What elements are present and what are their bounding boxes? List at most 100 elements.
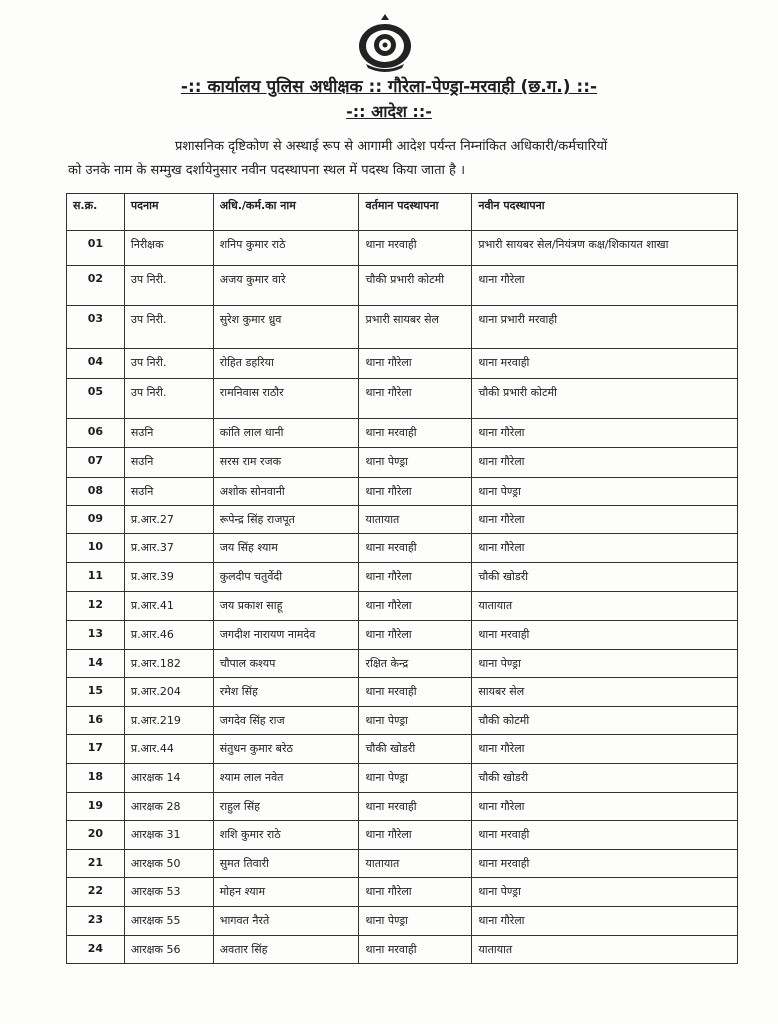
- cell-name: जगदेव सिंह राज: [212, 706, 360, 735]
- cell-serial: 11: [66, 562, 125, 592]
- table-row: 14 प्र.आर.182 चौपाल कश्यप रक्षित केन्द्र थान…: [66, 649, 738, 678]
- cell-name: कांति लाल धानी: [212, 418, 360, 448]
- cell-serial: 20: [66, 820, 125, 850]
- cell-new-posting: थाना मरवाही: [471, 348, 738, 379]
- cell-serial: 17: [66, 734, 125, 764]
- table-row: 19 आरक्षक 28 राहुल सिंह थाना मरवाही थाना गौर…: [66, 792, 738, 821]
- cell-current-posting: यातायात: [358, 849, 473, 878]
- cell-name: शशि कुमार राठे: [212, 820, 360, 850]
- cell-serial: 24: [66, 935, 125, 964]
- cell-serial: 05: [66, 378, 125, 419]
- col-header-new-posting: नवीन पदस्थापना: [471, 193, 738, 231]
- cell-designation: प्र.आर.219: [123, 706, 214, 735]
- cell-designation: उप निरी.: [123, 378, 214, 419]
- table-row: 21 आरक्षक 50 सुमत तिवारी यातायात थाना मरवाही: [66, 849, 738, 878]
- cell-current-posting: थाना पेण्ड्रा: [358, 763, 473, 793]
- cell-new-posting: यातायात: [471, 935, 738, 964]
- cell-serial: 01: [66, 230, 125, 266]
- cell-designation: आरक्षक 55: [123, 906, 214, 936]
- cell-serial: 06: [66, 418, 125, 448]
- table-row: 05 उप निरी. रामनिवास राठौर थाना गौरेला चौकी …: [66, 378, 738, 419]
- cell-new-posting: थाना पेण्ड्रा: [471, 477, 738, 506]
- cell-current-posting: थाना गौरेला: [358, 378, 473, 419]
- order-heading: -:: आदेश ::-: [346, 102, 432, 121]
- transfer-table: स.क्र. पदनाम अधि./कर्म.का नाम वर्तमान पद…: [66, 193, 738, 964]
- cell-serial: 16: [66, 706, 125, 735]
- cell-serial: 22: [66, 877, 125, 907]
- cell-name: सुमत तिवारी: [212, 849, 360, 878]
- cell-current-posting: थाना गौरेला: [358, 591, 473, 621]
- cell-name: चौपाल कश्यप: [212, 649, 360, 678]
- cell-new-posting: थाना मरवाही: [471, 849, 738, 878]
- order-text-line-2: को उनके नाम के सम्मुख दर्शायेनुसार नवीन …: [68, 163, 465, 178]
- cell-designation: प्र.आर.27: [123, 505, 214, 534]
- cell-new-posting: थाना पेण्ड्रा: [471, 877, 738, 907]
- cell-serial: 19: [66, 792, 125, 821]
- order-text-line-1: प्रशासनिक दृष्टिकोण से अस्थाई रूप से आगा…: [175, 139, 608, 154]
- cell-name: रमेश सिंह: [212, 677, 360, 707]
- cell-serial: 12: [66, 591, 125, 621]
- cell-serial: 13: [66, 620, 125, 650]
- cell-designation: सउनि: [123, 477, 214, 506]
- cell-current-posting: थाना गौरेला: [358, 562, 473, 592]
- table-row: 22 आरक्षक 53 मोहन श्याम थाना गौरेला थाना पेण…: [66, 877, 738, 907]
- cell-new-posting: प्रभारी सायबर सेल/नियंत्रण कक्ष/शिकायत श…: [471, 230, 738, 266]
- cell-name: रूपेन्द्र सिंह राजपूत: [212, 505, 360, 534]
- cell-new-posting: थाना प्रभारी मरवाही: [471, 305, 738, 349]
- cell-serial: 09: [66, 505, 125, 534]
- cell-designation: प्र.आर.204: [123, 677, 214, 707]
- cell-name: मोहन श्याम: [212, 877, 360, 907]
- cell-name: सरस राम रजक: [212, 447, 360, 478]
- cell-designation: प्र.आर.37: [123, 533, 214, 563]
- cell-serial: 21: [66, 849, 125, 878]
- cell-designation: आरक्षक 31: [123, 820, 214, 850]
- cell-current-posting: थाना गौरेला: [358, 877, 473, 907]
- table-row: 10 प्र.आर.37 जय सिंह श्याम थाना मरवाही थाना …: [66, 533, 738, 563]
- cell-name: रामनिवास राठौर: [212, 378, 360, 419]
- table-row: 11 प्र.आर.39 कुलदीप चतुर्वेदी थाना गौरेला चौ…: [66, 562, 738, 592]
- cell-current-posting: थाना मरवाही: [358, 533, 473, 563]
- cell-designation: आरक्षक 56: [123, 935, 214, 964]
- cell-current-posting: थाना मरवाही: [358, 792, 473, 821]
- table-row: 13 प्र.आर.46 जगदीश नारायण नामदेव थाना गौरेल…: [66, 620, 738, 650]
- cell-name: जय सिंह श्याम: [212, 533, 360, 563]
- cell-designation: प्र.आर.44: [123, 734, 214, 764]
- table-row: 09 प्र.आर.27 रूपेन्द्र सिंह राजपूत यातायात थ…: [66, 505, 738, 534]
- table-row: 01 निरीक्षक शनिप कुमार राठे थाना मरवाही प्रभ…: [66, 230, 738, 266]
- cell-serial: 14: [66, 649, 125, 678]
- table-row: 18 आरक्षक 14 श्याम लाल नवेत थाना पेण्ड्रा चौ…: [66, 763, 738, 793]
- cell-designation: प्र.आर.46: [123, 620, 214, 650]
- cell-name: राहुल सिंह: [212, 792, 360, 821]
- cell-designation: उप निरी.: [123, 305, 214, 349]
- cell-designation: आरक्षक 14: [123, 763, 214, 793]
- cell-current-posting: थाना गौरेला: [358, 620, 473, 650]
- police-emblem-icon: [359, 14, 411, 72]
- cell-name: कुलदीप चतुर्वेदी: [212, 562, 360, 592]
- cell-designation: निरीक्षक: [123, 230, 214, 266]
- cell-designation: आरक्षक 50: [123, 849, 214, 878]
- cell-new-posting: सायबर सेल: [471, 677, 738, 707]
- cell-name: शनिप कुमार राठे: [212, 230, 360, 266]
- cell-current-posting: प्रभारी सायबर सेल: [358, 305, 473, 349]
- cell-designation: आरक्षक 53: [123, 877, 214, 907]
- table-row: 02 उप निरी. अजय कुमार वारे चौकी प्रभारी कोट…: [66, 265, 738, 306]
- cell-serial: 18: [66, 763, 125, 793]
- cell-new-posting: थाना गौरेला: [471, 447, 738, 478]
- table-row: 07 सउनि सरस राम रजक थाना पेण्ड्रा थाना गौरेल…: [66, 447, 738, 478]
- cell-current-posting: थाना मरवाही: [358, 935, 473, 964]
- table-row: 08 सउनि अशोक सोनवानी थाना गौरेला थाना पेण्ड्…: [66, 477, 738, 506]
- cell-name: अवतार सिंह: [212, 935, 360, 964]
- cell-name: भागवत नैरते: [212, 906, 360, 936]
- cell-name: रोहित डहरिया: [212, 348, 360, 379]
- cell-current-posting: थाना गौरेला: [358, 348, 473, 379]
- cell-name: श्याम लाल नवेत: [212, 763, 360, 793]
- cell-designation: सउनि: [123, 418, 214, 448]
- table-row: 06 सउनि कांति लाल धानी थाना मरवाही थाना गौरे…: [66, 418, 738, 448]
- cell-serial: 23: [66, 906, 125, 936]
- cell-name: जगदीश नारायण नामदेव: [212, 620, 360, 650]
- table-row: 23 आरक्षक 55 भागवत नैरते थाना पेण्ड्रा थाना …: [66, 906, 738, 936]
- cell-designation: उप निरी.: [123, 265, 214, 306]
- cell-new-posting: थाना गौरेला: [471, 505, 738, 534]
- col-header-name: अधि./कर्म.का नाम: [212, 193, 360, 231]
- cell-serial: 10: [66, 533, 125, 563]
